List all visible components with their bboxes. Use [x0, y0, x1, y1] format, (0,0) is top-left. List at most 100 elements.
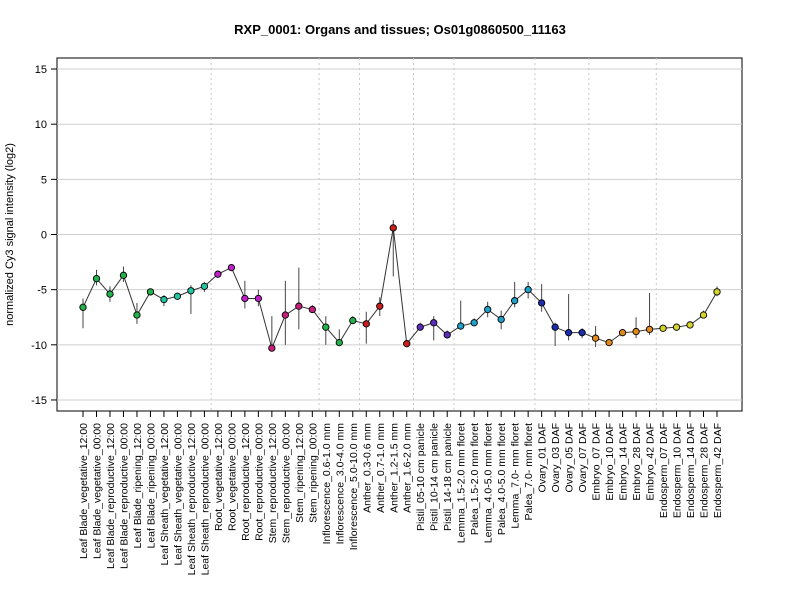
data-point — [618, 329, 627, 337]
vertical-grid — [210, 58, 657, 411]
data-point — [430, 319, 438, 327]
y-axis: -15 -10 -5 0 5 10 15 — [31, 64, 57, 407]
x-tick-label: Ovary_07 DAF — [577, 423, 589, 492]
x-tick-label: Endosperm_07 DAF — [658, 423, 670, 518]
data-point — [335, 338, 343, 347]
x-tick-label: Ovary_01 DAF — [537, 423, 549, 492]
y-tick-label: -10 — [31, 340, 47, 352]
x-tick-label: Leaf Blade_ripening_00:00 — [145, 423, 157, 549]
data-point — [92, 274, 101, 283]
data-point — [511, 297, 519, 305]
x-tick-label: Endosperm_10 DAF — [672, 423, 684, 518]
x-tick-label: Lemma_1.5-2.0 mm floret — [456, 423, 468, 543]
x-tick-label: Stem_ripening_00:00 — [307, 423, 319, 523]
data-point — [564, 329, 573, 337]
data-point — [281, 311, 289, 319]
data-point — [349, 316, 357, 325]
x-tick-label: Root_vegetative_00:00 — [226, 423, 238, 531]
x-axis: Leaf Blade_vegetative_12:00 Leaf Blade_ve… — [78, 411, 724, 575]
data-point — [672, 323, 681, 331]
data-point — [591, 334, 600, 342]
x-tick-label: Leaf Sheath_reproductive_12:00 — [186, 423, 198, 576]
x-tick-label: Stem_ripening_12:00 — [294, 423, 306, 523]
x-tick-label: Lemma_4.0-5.0 mm floret — [483, 423, 495, 543]
data-point — [578, 329, 586, 337]
x-tick-label: Embryo_28 DAF — [631, 423, 643, 501]
data-point — [389, 224, 397, 232]
x-tick-label: Ovary_03 DAF — [550, 423, 562, 492]
x-tick-label: Endosperm_14 DAF — [685, 423, 697, 518]
x-tick-label: Root_reproductive_00:00 — [253, 423, 265, 541]
y-axis-label: normalized Cy3 signal intensity (log2) — [4, 143, 16, 326]
data-point — [551, 323, 559, 331]
data-point — [200, 282, 209, 290]
data-point — [187, 287, 195, 295]
data-point — [470, 319, 478, 327]
data-point — [254, 294, 263, 303]
data-point — [699, 311, 708, 319]
x-tick-label: Leaf Sheath_vegetative_12:00 — [159, 423, 171, 566]
data-point — [713, 288, 721, 296]
data-point — [659, 324, 667, 332]
x-tick-label: Palea_7.0- mm floret — [523, 423, 535, 521]
data-point — [119, 271, 128, 279]
y-tick-label: 0 — [41, 230, 47, 242]
data-point — [362, 320, 370, 328]
data-point — [308, 305, 316, 314]
x-tick-label: Lemma_7.0- mm floret — [510, 423, 522, 529]
x-tick-label: Leaf Sheath_reproductive_00:00 — [199, 423, 211, 576]
data-point — [106, 290, 114, 298]
data-point — [214, 270, 222, 278]
x-tick-label: Embryo_14 DAF — [618, 423, 630, 501]
x-tick-label: Stem_reproductive_12:00 — [267, 423, 279, 543]
chart-title: RXP_0001: Organs and tissues; Os01g08605… — [234, 22, 566, 37]
data-point — [322, 323, 330, 331]
x-tick-label: Root_vegetative_12:00 — [213, 423, 225, 531]
x-tick-label: Anther_1.6-2.0 mm — [402, 423, 414, 513]
x-tick-label: Embryo_42 DAF — [645, 423, 657, 501]
x-tick-label: Leaf Blade_reproductive_00:00 — [118, 423, 130, 569]
horizontal-grid — [57, 68, 742, 401]
x-tick-label: Root_reproductive_12:00 — [240, 423, 252, 541]
x-tick-label: Stem_reproductive_00:00 — [280, 423, 292, 543]
data-point — [146, 288, 155, 296]
data-point — [645, 325, 654, 334]
x-tick-label: Inflorescence_3.0-4.0 mm — [334, 423, 346, 545]
data-point — [416, 323, 424, 331]
data-point — [686, 321, 694, 329]
y-tick-label: 15 — [35, 64, 47, 76]
x-tick-label: Pistil_14-18 cm panicle — [442, 423, 454, 531]
x-tick-label: Leaf Blade_vegetative_12:00 — [78, 423, 90, 559]
data-point — [295, 302, 303, 310]
x-tick-label: Leaf Blade_vegetative_00:00 — [91, 423, 103, 559]
data-point — [443, 331, 451, 339]
data-point — [403, 340, 411, 348]
data-point — [376, 302, 384, 310]
data-point — [241, 294, 249, 303]
data-point — [173, 292, 182, 300]
data-point — [537, 299, 546, 307]
x-tick-label: Embryo_07 DAF — [591, 423, 603, 501]
x-tick-label: Leaf Blade_reproductive_12:00 — [105, 423, 117, 569]
y-tick-label: 5 — [41, 174, 47, 186]
x-tick-label: Palea_1.5-2.0 mm floret — [469, 423, 481, 535]
data-point — [497, 315, 505, 324]
data-point — [227, 263, 236, 272]
x-tick-label: Leaf Sheath_vegetative_00:00 — [172, 423, 184, 566]
x-tick-label: Ovary_05 DAF — [564, 423, 576, 492]
x-tick-label: Pistil_05-10 cm panicle — [415, 423, 427, 531]
data-point — [457, 322, 465, 330]
data-point — [484, 305, 492, 314]
data-point — [133, 311, 141, 319]
data-point — [632, 327, 640, 336]
x-tick-label: Endosperm_28 DAF — [699, 423, 711, 518]
x-tick-label: Anther_1.2-1.5 mm — [388, 423, 400, 513]
x-tick-label: Leaf Blade_ripening_12:00 — [132, 423, 144, 549]
x-tick-label: Inflorescence_0.6-1.0 mm — [321, 423, 333, 545]
x-tick-label: Anther_0.7-1.0 mm — [375, 423, 387, 513]
x-tick-label: Pistil_10-14 cm panicle — [429, 423, 441, 531]
x-tick-label: Inflorescence_5.0-10.0 mm — [348, 423, 360, 550]
data-point — [79, 303, 87, 311]
y-tick-label: 10 — [35, 119, 47, 131]
